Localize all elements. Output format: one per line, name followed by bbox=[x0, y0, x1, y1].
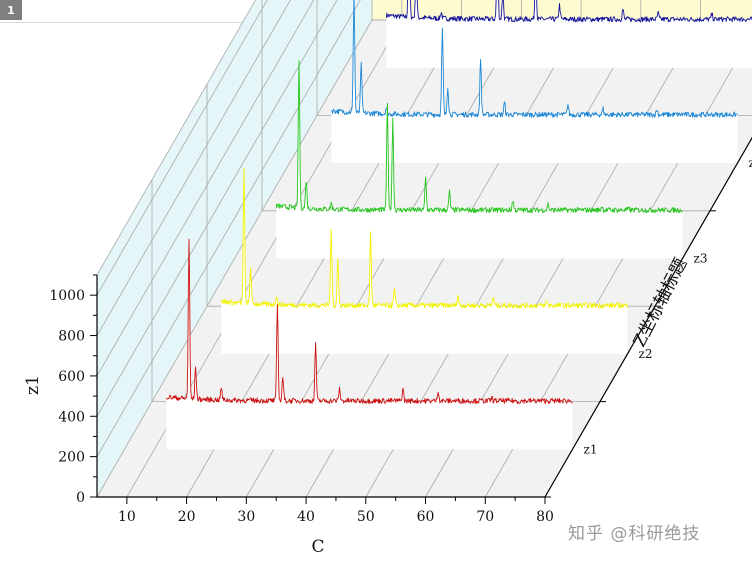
y-tick-label: 200 bbox=[58, 450, 85, 466]
watermark-text: 知乎 @科研绝技 bbox=[568, 524, 701, 544]
series-mask-z5 bbox=[386, 0, 752, 68]
z-tick-label: z2 bbox=[639, 347, 653, 361]
series-line-z1 bbox=[166, 238, 573, 405]
z-tick-label: z4 bbox=[749, 156, 752, 170]
x-tick-label: 30 bbox=[237, 509, 255, 525]
x-tick-label: 50 bbox=[357, 509, 375, 525]
y-tick-label: 400 bbox=[58, 409, 85, 425]
side-gridline bbox=[96, 0, 338, 417]
series-line-z2 bbox=[220, 167, 628, 309]
y-tick-label: 0 bbox=[76, 490, 85, 506]
wall-edge bbox=[96, 0, 257, 276]
x-axis-title: C bbox=[311, 537, 324, 557]
y-tick-label: 1000 bbox=[49, 288, 85, 304]
z-tick-label: z1 bbox=[584, 442, 598, 456]
y-axis-title: z1 bbox=[23, 375, 43, 395]
side-gridline bbox=[96, 0, 268, 296]
series-line-z4 bbox=[331, 0, 738, 118]
series-mask-z4 bbox=[331, 0, 738, 164]
x-tick-label: 20 bbox=[178, 509, 196, 525]
side-gridline bbox=[96, 19, 373, 498]
graph-tab[interactable]: 1 bbox=[0, 0, 22, 20]
series-line-z5 bbox=[385, 0, 752, 23]
x-tick-label: 70 bbox=[476, 509, 494, 525]
y-tick-label: 800 bbox=[58, 329, 85, 345]
y-tick-label: 600 bbox=[58, 369, 85, 385]
back-wall-plane bbox=[372, 0, 752, 20]
series-mask-z2 bbox=[221, 168, 628, 354]
side-gridline bbox=[96, 0, 361, 457]
z-tick-label: z3 bbox=[694, 252, 708, 266]
chart-series bbox=[166, 0, 752, 450]
x-tick-label: 10 bbox=[118, 509, 136, 525]
z-axis-line bbox=[544, 136, 752, 498]
side-gridline bbox=[96, 0, 315, 377]
side-gridline bbox=[96, 0, 291, 336]
chart-axes bbox=[90, 136, 752, 504]
x-tick-label: 60 bbox=[417, 509, 435, 525]
x-tick-label: 40 bbox=[297, 509, 315, 525]
series-line-z3 bbox=[275, 60, 683, 214]
x-tick-label: 80 bbox=[536, 509, 554, 525]
series-mask-z1 bbox=[166, 239, 573, 450]
side-wall-plane bbox=[97, 0, 372, 497]
